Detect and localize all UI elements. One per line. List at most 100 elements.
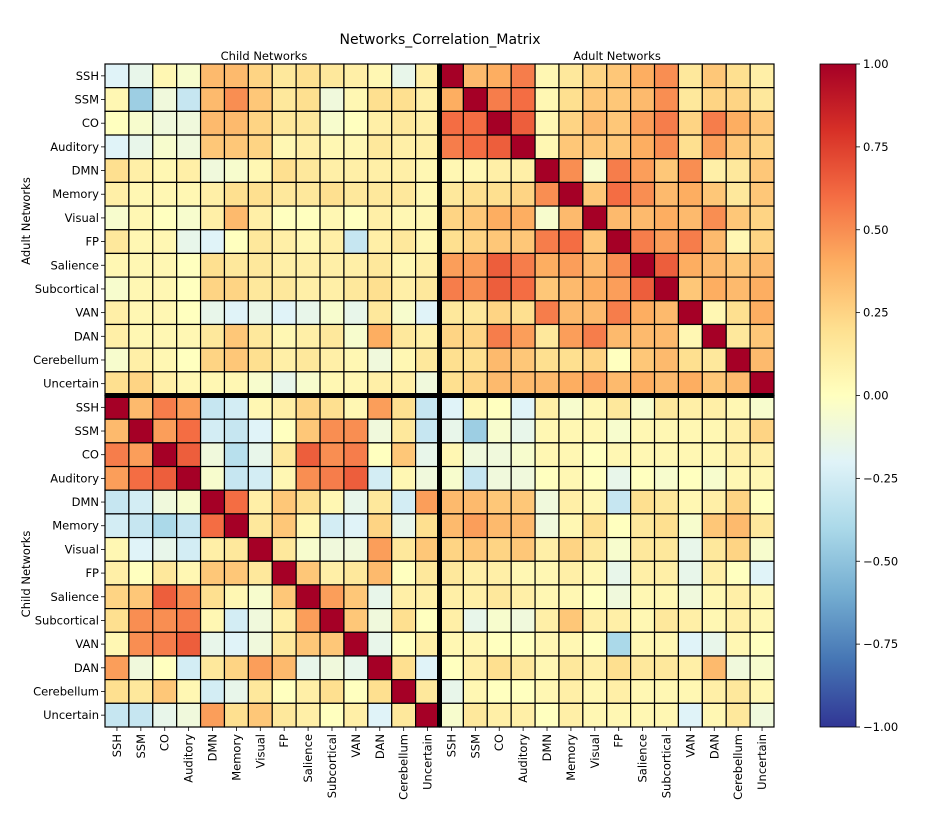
heatmap-cell xyxy=(438,608,464,633)
heatmap-cell xyxy=(606,87,632,112)
heatmap-cell xyxy=(104,347,130,373)
heatmap-cell xyxy=(319,442,345,468)
heatmap-cell xyxy=(462,608,488,633)
heatmap-cell xyxy=(295,252,321,278)
heatmap-cell xyxy=(582,87,608,112)
heatmap-cell xyxy=(104,63,130,89)
heatmap-cell xyxy=(391,371,417,397)
heatmap-cell xyxy=(462,394,488,420)
heatmap-cell xyxy=(677,679,703,704)
heatmap-cell xyxy=(343,702,369,728)
heatmap-cell xyxy=(749,655,775,681)
heatmap-cell xyxy=(725,465,751,491)
heatmap-cell xyxy=(725,679,751,704)
heatmap-cell xyxy=(606,702,632,728)
heatmap-cell xyxy=(415,276,441,302)
row-tick-labels: SSH SSM CO Auditory DMN Memory Visual FP Salienc… xyxy=(33,69,105,722)
heatmap-cell xyxy=(462,323,488,349)
heatmap-cell xyxy=(438,489,464,515)
heatmap-cell xyxy=(199,608,226,633)
row-tick-label: Uncertain xyxy=(43,708,99,722)
heatmap-cell xyxy=(653,655,680,681)
heatmap-cell xyxy=(199,442,226,468)
heatmap-cell xyxy=(510,300,536,326)
heatmap-cell xyxy=(247,63,273,89)
heatmap-cell xyxy=(653,87,680,112)
heatmap-cell xyxy=(582,442,608,468)
heatmap-cell xyxy=(534,513,560,539)
heatmap-cell xyxy=(295,513,321,539)
heatmap-cell xyxy=(415,323,441,349)
heatmap-cell xyxy=(271,252,297,278)
heatmap-cell xyxy=(247,300,273,326)
heatmap-cell xyxy=(295,655,321,681)
heatmap-cell xyxy=(128,418,154,444)
heatmap-cell xyxy=(295,63,321,89)
heatmap-cell xyxy=(606,560,632,586)
heatmap-cell xyxy=(630,608,656,633)
row-tick-label: Salience xyxy=(51,258,100,272)
heatmap-cell xyxy=(391,229,417,255)
heatmap-cell xyxy=(701,418,727,444)
heatmap-cell xyxy=(367,631,393,657)
heatmap-cell xyxy=(749,371,775,397)
heatmap-cell xyxy=(391,465,417,491)
heatmap-cell xyxy=(247,323,273,349)
heatmap-cell xyxy=(367,679,393,704)
heatmap-cell xyxy=(199,323,226,349)
heatmap-cell xyxy=(582,394,608,420)
heatmap-cell xyxy=(701,442,727,468)
heatmap-cell xyxy=(534,63,560,89)
heatmap-cell xyxy=(606,631,632,657)
heatmap-cell xyxy=(176,181,202,207)
heatmap-cell xyxy=(653,465,680,491)
heatmap-cell xyxy=(247,276,273,302)
heatmap-cell xyxy=(295,323,321,349)
heatmap-cell xyxy=(701,252,727,278)
heatmap-cell xyxy=(391,252,417,278)
heatmap-cell xyxy=(677,181,703,207)
heatmap-cell xyxy=(415,631,441,657)
heatmap-cell xyxy=(534,655,560,681)
heatmap-cell xyxy=(271,229,297,255)
heatmap-cell xyxy=(510,347,536,373)
heatmap-cell xyxy=(152,442,178,468)
heatmap-cell xyxy=(391,323,417,349)
heatmap-cell xyxy=(462,655,488,681)
heatmap-cell xyxy=(247,205,273,231)
heatmap-cell xyxy=(176,536,202,562)
heatmap-cell xyxy=(677,134,703,160)
heatmap-cell xyxy=(343,513,369,539)
heatmap-cell xyxy=(510,229,536,255)
heatmap-cell xyxy=(271,418,297,444)
heatmap-cell xyxy=(606,134,632,160)
column-tick-label: CO xyxy=(158,734,172,751)
heatmap-cell xyxy=(534,631,560,657)
heatmap-cell xyxy=(247,465,273,491)
heatmap-cell xyxy=(725,110,751,136)
heatmap-cell xyxy=(558,229,584,255)
heatmap-cell xyxy=(510,442,536,468)
column-tick-label: DMN xyxy=(206,734,220,761)
heatmap-cell xyxy=(415,584,441,610)
heatmap-cell xyxy=(176,323,202,349)
heatmap-cell xyxy=(199,252,226,278)
heatmap-cell xyxy=(534,181,560,207)
heatmap-cell xyxy=(534,205,560,231)
heatmap-cell xyxy=(749,442,775,468)
heatmap-cell xyxy=(199,371,226,397)
heatmap-cell xyxy=(295,418,321,444)
heatmap-cell xyxy=(128,229,154,255)
heatmap-cell xyxy=(558,300,584,326)
heatmap-cell xyxy=(295,371,321,397)
heatmap-cell xyxy=(152,300,178,326)
heatmap-cell xyxy=(749,418,775,444)
heatmap-cell xyxy=(510,679,536,704)
heatmap-cell xyxy=(223,560,249,586)
heatmap-cell xyxy=(104,465,130,491)
heatmap-cell xyxy=(534,252,560,278)
heatmap-cell xyxy=(247,181,273,207)
heatmap-cell xyxy=(152,631,178,657)
heatmap-cell xyxy=(295,536,321,562)
heatmap-cell xyxy=(438,371,464,397)
